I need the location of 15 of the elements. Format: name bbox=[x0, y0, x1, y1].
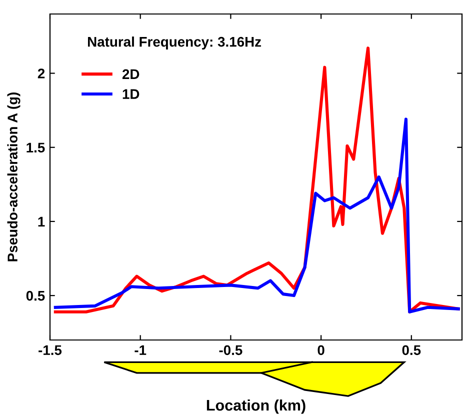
x-tick-label: 0.5 bbox=[402, 345, 421, 356]
x-axis-title: Location (km) bbox=[206, 399, 306, 414]
line-series bbox=[54, 118, 460, 314]
y-tick-label: 2 bbox=[38, 68, 45, 78]
y-axis-title: Pseudo-acceleration A (g) bbox=[7, 92, 20, 262]
y-tick-label: 1 bbox=[38, 216, 45, 226]
x-tick-label: -0.5 bbox=[219, 345, 242, 356]
annotation: Natural Frequency: 3.16Hz bbox=[88, 36, 262, 50]
x-tick-label: 0 bbox=[318, 345, 324, 356]
legend-label: 2D bbox=[122, 69, 140, 79]
legend-label: 1D bbox=[122, 89, 140, 99]
y-tick-label: 1.5 bbox=[26, 142, 45, 153]
y-tick-label: 0.5 bbox=[26, 290, 45, 301]
x-tick-label: -1 bbox=[134, 345, 146, 355]
x-tick-label: -1.5 bbox=[38, 345, 62, 356]
